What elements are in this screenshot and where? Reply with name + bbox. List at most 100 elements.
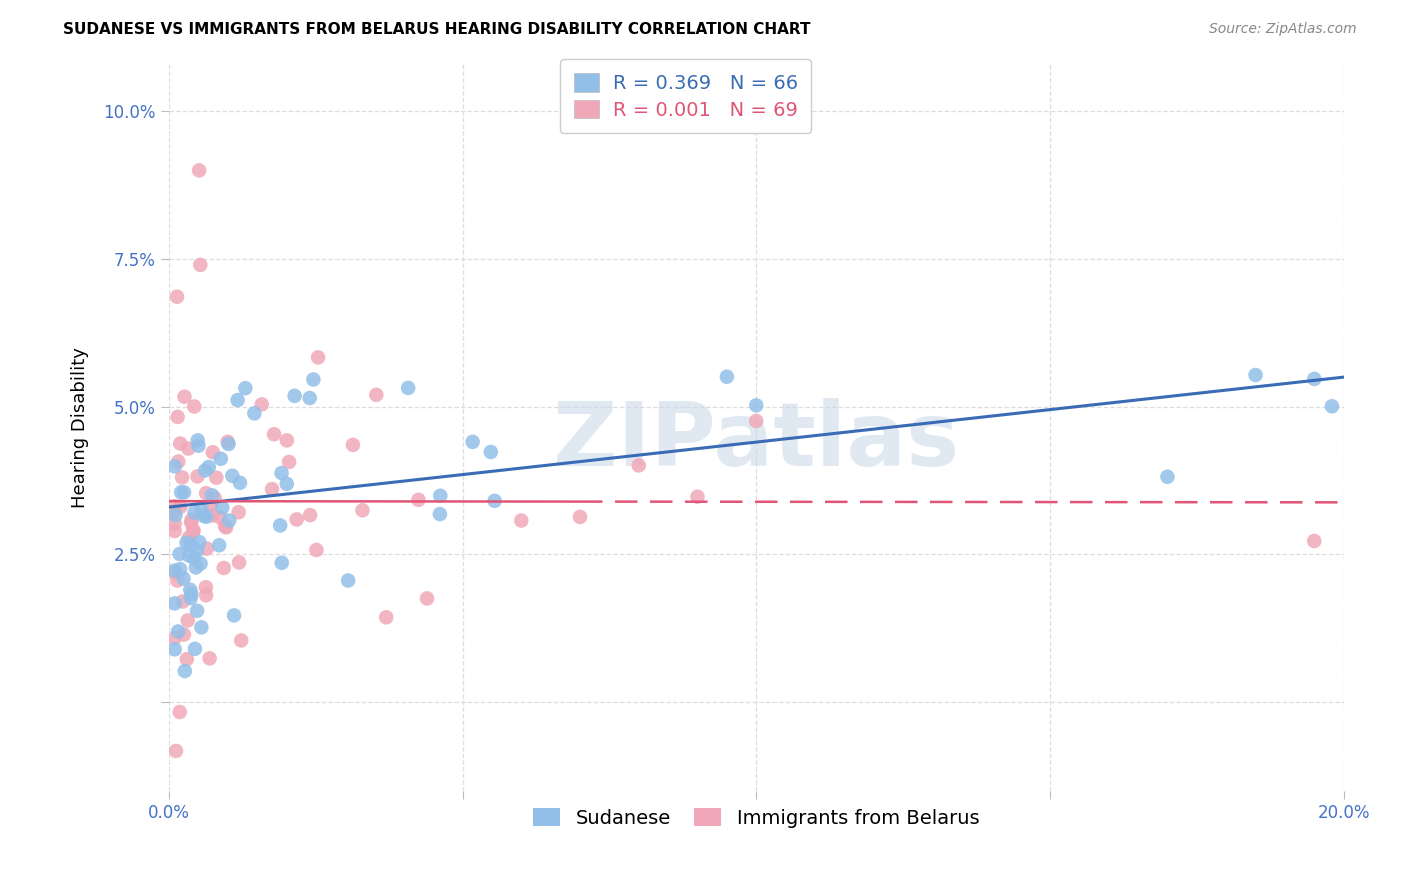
Point: [166, 574, 188, 588]
Point: [215, 520, 238, 534]
Point: [166, 290, 188, 304]
Point: [269, 518, 291, 533]
Point: [307, 351, 329, 365]
Point: [197, 460, 219, 475]
Point: [186, 543, 208, 558]
Point: [183, 400, 205, 414]
Point: [187, 434, 209, 448]
Point: [165, 508, 187, 523]
Point: [184, 560, 207, 574]
Point: [163, 524, 186, 538]
Point: [214, 519, 236, 533]
Point: [167, 624, 190, 639]
Point: [569, 509, 592, 524]
Point: [190, 620, 212, 634]
Point: [270, 466, 292, 480]
Point: [165, 566, 187, 580]
Point: [198, 651, 221, 665]
Point: [169, 562, 191, 576]
Point: [166, 409, 188, 424]
Point: [479, 445, 502, 459]
Point: [627, 458, 650, 473]
Point: [163, 631, 186, 645]
Point: [337, 574, 360, 588]
Point: [305, 543, 328, 558]
Point: [408, 492, 430, 507]
Y-axis label: Hearing Disability: Hearing Disability: [72, 347, 89, 508]
Point: [352, 503, 374, 517]
Point: [233, 381, 256, 395]
Point: [250, 397, 273, 411]
Point: [163, 459, 186, 474]
Point: [180, 513, 202, 527]
Point: [366, 388, 388, 402]
Point: [173, 572, 195, 586]
Text: SUDANESE VS IMMIGRANTS FROM BELARUS HEARING DISABILITY CORRELATION CHART: SUDANESE VS IMMIGRANTS FROM BELARUS HEAR…: [63, 22, 811, 37]
Point: [169, 547, 191, 561]
Point: [188, 163, 211, 178]
Point: [285, 512, 308, 526]
Text: Source: ZipAtlas.com: Source: ZipAtlas.com: [1209, 22, 1357, 37]
Point: [173, 664, 195, 678]
Point: [298, 391, 321, 405]
Point: [195, 588, 218, 602]
Point: [187, 439, 209, 453]
Point: [260, 482, 283, 496]
Legend: Sudanese, Immigrants from Belarus: Sudanese, Immigrants from Belarus: [524, 800, 987, 836]
Point: [186, 604, 208, 618]
Point: [163, 564, 186, 578]
Point: [163, 516, 186, 531]
Point: [177, 442, 200, 456]
Point: [195, 509, 218, 524]
Point: [1244, 368, 1267, 382]
Point: [217, 434, 239, 449]
Point: [194, 580, 217, 594]
Point: [172, 470, 194, 484]
Point: [163, 504, 186, 518]
Point: [228, 505, 250, 519]
Point: [183, 524, 205, 538]
Point: [375, 610, 398, 624]
Point: [278, 455, 301, 469]
Point: [190, 557, 212, 571]
Point: [201, 445, 224, 459]
Point: [205, 471, 228, 485]
Point: [200, 499, 222, 513]
Point: [201, 488, 224, 502]
Point: [1320, 399, 1343, 413]
Point: [221, 468, 243, 483]
Point: [176, 535, 198, 549]
Point: [212, 561, 235, 575]
Point: [218, 437, 240, 451]
Point: [461, 434, 484, 449]
Point: [1303, 372, 1326, 386]
Point: [686, 490, 709, 504]
Point: [169, 500, 191, 514]
Point: [173, 390, 195, 404]
Point: [195, 486, 218, 500]
Point: [396, 381, 419, 395]
Point: [195, 541, 218, 556]
Point: [228, 556, 250, 570]
Point: [173, 485, 195, 500]
Point: [167, 454, 190, 468]
Point: [284, 389, 307, 403]
Point: [510, 514, 533, 528]
Point: [169, 436, 191, 450]
Point: [218, 514, 240, 528]
Point: [163, 642, 186, 657]
Point: [745, 398, 768, 412]
Point: [163, 500, 186, 514]
Point: [180, 516, 202, 530]
Point: [180, 587, 202, 601]
Point: [429, 489, 451, 503]
Point: [170, 485, 193, 500]
Point: [429, 507, 451, 521]
Point: [183, 550, 205, 565]
Point: [169, 705, 191, 719]
Point: [342, 438, 364, 452]
Point: [243, 406, 266, 420]
Point: [173, 627, 195, 641]
Point: [276, 476, 298, 491]
Point: [270, 556, 292, 570]
